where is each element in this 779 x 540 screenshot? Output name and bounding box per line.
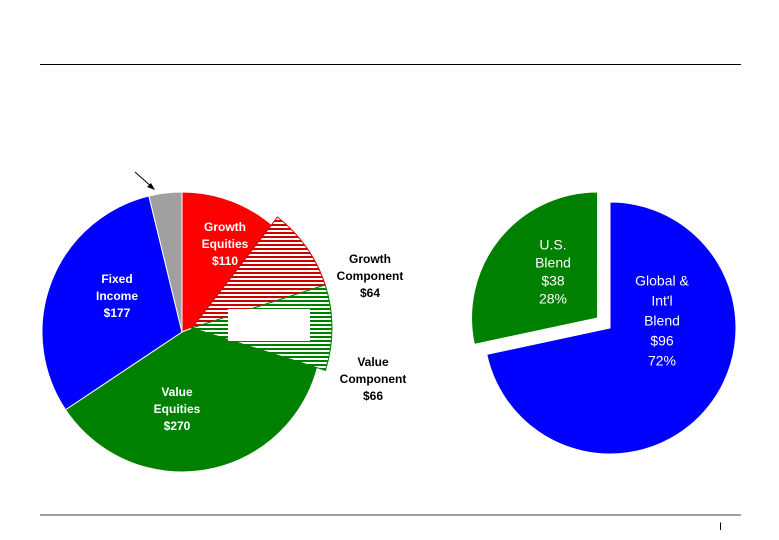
growth-component-label-line: $64 xyxy=(360,286,380,300)
other-slice xyxy=(148,191,183,333)
value-equities-label-line: Value xyxy=(161,385,193,399)
fixed-income-label-line: $177 xyxy=(104,306,131,320)
value-equities-label: Value Equities $270 xyxy=(154,385,201,433)
value-component-label-line: Value xyxy=(357,355,389,369)
page-number: I xyxy=(719,521,723,533)
fixed-income-label-line: Income xyxy=(96,289,138,303)
value-component-label-line: Component xyxy=(340,372,407,386)
bottom-rule xyxy=(40,514,741,516)
global-intl-blend-label-line: $96 xyxy=(650,333,674,349)
fixed-income-slice xyxy=(41,195,183,411)
global-intl-blend-label: Global & Int'l Blend $96 72% xyxy=(635,273,689,369)
value-component-label-line: $66 xyxy=(363,389,383,403)
global-intl-blend-label-line: Int'l xyxy=(651,293,672,309)
grey-slice-arrow xyxy=(134,171,155,190)
u-s-blend-slice xyxy=(471,191,599,345)
growth-equities-label-line: Growth xyxy=(204,220,246,234)
asset-allocation-pie: Growth Equities $110 Value Equities $270 Fixed… xyxy=(41,191,407,473)
growth-equities-label-line: $110 xyxy=(212,254,238,268)
us-blend-label-line: 28% xyxy=(539,291,567,307)
global-intl-blend-label-line: 72% xyxy=(648,353,676,369)
top-rule xyxy=(40,64,741,65)
us-blend-label-line: Blend xyxy=(535,255,571,271)
growth-component-label-line: Component xyxy=(337,269,404,283)
global-intl-blend-label-line: Global & xyxy=(635,273,689,289)
fixed-income-label: Fixed Income $177 xyxy=(96,272,138,320)
breakout-mask xyxy=(228,309,310,341)
value-component-label: Value Component $66 xyxy=(340,355,407,403)
fixed-income-label-line: Fixed xyxy=(101,272,132,286)
value-equities-label-line: $270 xyxy=(164,419,191,433)
growth-equities-label: Growth Equities $110 xyxy=(202,220,249,268)
growth-component-label-line: Growth xyxy=(349,252,391,266)
global-intl-blend-label-line: Blend xyxy=(644,313,680,329)
blend-pie: U.S. Blend $38 28% Global & Int'l Blend $96 72% xyxy=(471,191,737,455)
us-blend-label: U.S. Blend $38 28% xyxy=(535,237,571,307)
growth-component-label: Growth Component $64 xyxy=(337,252,404,300)
value-equities-label-line: Equities xyxy=(154,402,201,416)
growth-equities-label-line: Equities xyxy=(202,237,249,251)
global-int-l-blend-slice xyxy=(486,201,737,455)
growth-component-slice xyxy=(190,216,326,329)
us-blend-label-line: $38 xyxy=(541,273,565,289)
us-blend-label-line: U.S. xyxy=(539,237,566,253)
